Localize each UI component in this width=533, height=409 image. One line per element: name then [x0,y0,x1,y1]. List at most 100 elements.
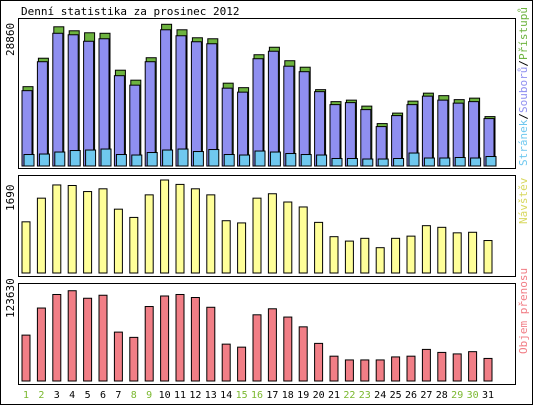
kbytes-bar [129,336,139,382]
pages-bar [346,158,358,167]
day-label: 17 [266,390,278,401]
visits-bar [36,197,46,274]
pages-bar [331,158,343,167]
files-bar [206,43,218,167]
visits-bar [160,179,170,274]
day-label: 10 [159,390,171,401]
pages-bar [223,154,235,167]
day-label: 12 [189,390,201,401]
visits-bar [98,188,108,274]
kbytes-bar [83,297,93,382]
visits-bar [144,194,154,274]
pages-bar [485,156,497,167]
visits-bar [483,240,493,274]
pages-bar [162,149,174,167]
kbytes-bar [375,359,385,382]
kbytes-bar [237,346,247,382]
hits-panel-frame [18,18,516,169]
kbytes-bar [252,314,262,382]
day-label: 15 [236,390,248,401]
visits-bar [67,185,77,274]
visits-bar [237,222,247,274]
pages-bar [470,157,482,167]
day-label: 6 [100,390,106,401]
pages-bar [177,148,189,167]
day-label: 4 [69,390,75,401]
pages-bar [208,149,220,167]
files-bar [113,75,125,167]
day-label: 16 [251,390,263,401]
kbytes-bar [452,353,462,382]
kbytes-bar [344,359,354,382]
files-bar [252,58,264,167]
pages-bar [316,154,328,167]
day-label: 5 [85,390,91,401]
kbytes-bar [221,343,231,382]
pages-bar [38,153,50,167]
files-bar [298,71,310,167]
kbytes-bar [52,293,62,382]
pages-bar [362,158,374,167]
pages-bar [85,149,97,167]
kbytes-bar [21,334,31,382]
kbytes-bar [406,355,416,382]
day-label: 27 [420,390,432,401]
chart-title: Denní statistika za prosinec 2012 [21,5,240,18]
pages-bar [254,150,266,167]
visits-panel-frame [18,175,516,277]
pages-bar [423,157,435,167]
visits-bar [344,240,354,274]
kbytes-bar [483,357,493,382]
day-label: 30 [467,390,479,401]
legend-pages: Stránek [517,119,530,166]
kbytes-bar [329,355,339,382]
kbytes-bar [283,316,293,382]
files-bar [129,84,141,167]
day-label: 14 [220,390,232,401]
visits-bar [360,237,370,274]
pages-bar [439,157,451,167]
visits-bar [129,216,139,274]
files-bar [36,61,48,167]
files-bar [267,50,279,167]
visits-bar [283,201,293,274]
files-bar [175,35,187,167]
pages-bar [146,152,158,167]
hits-legend: Stránek/Souborů/Přístupů [517,7,530,166]
pages-bar [239,154,251,167]
day-label: 29 [451,390,463,401]
kbytes-max-label: 123630 [4,278,17,318]
pages-bar [131,154,143,167]
pages-bar [115,154,127,167]
day-label: 24 [374,390,386,401]
visits-bar [421,225,431,274]
visits-bar [375,247,385,274]
day-label: 22 [343,390,355,401]
day-label: 31 [482,390,494,401]
files-bar [452,102,464,167]
day-label: 21 [328,390,340,401]
visits-bar [406,235,416,274]
kbytes-bar [144,306,154,382]
day-label: 9 [146,390,152,401]
kbytes-bar [314,342,324,382]
pages-bar [393,158,405,167]
day-labels: 1 2 3 4 5 6 7 8 9 10 11 12 13 14 15 16 17 18 19 20 21 22 23 24 2… [23,390,494,401]
visits-bar [329,236,339,274]
day-label: 11 [174,390,186,401]
files-bar [344,102,356,167]
visits-bar [52,184,62,274]
visits-bar [298,206,308,274]
kbytes-bar [437,351,447,382]
pages-bar [285,153,297,167]
visits-bar [113,208,123,274]
pages-bar [269,151,281,167]
pages-bar [23,154,35,167]
day-label: 20 [313,390,325,401]
files-bar [83,40,95,167]
day-label: 8 [131,390,137,401]
visits-bar [190,188,200,274]
files-bar [98,38,110,167]
